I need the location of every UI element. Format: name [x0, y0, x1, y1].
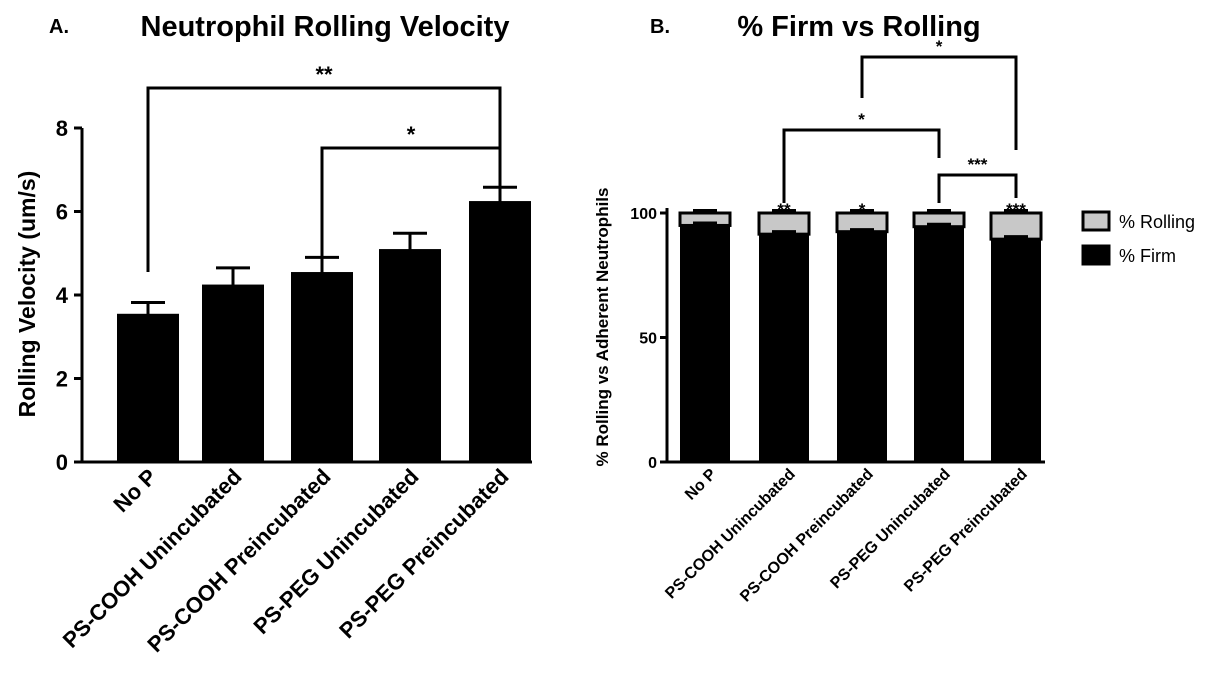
panel-a-significance: *** [146, 62, 502, 410]
x-tick-label: PS-COOH Unincubated [58, 464, 247, 653]
significance-bracket [937, 173, 1018, 203]
panel-b-significance: ***** [782, 37, 1018, 203]
panel-a: A. Neutrophil Rolling Velocity Rolling V… [14, 11, 532, 657]
legend-label: % Firm [1119, 246, 1176, 266]
legend-swatch [1081, 244, 1111, 266]
significance-label: *** [968, 155, 988, 174]
bar-firm [991, 239, 1041, 462]
significance-bracket [320, 146, 502, 410]
legend-swatch [1081, 210, 1111, 232]
y-tick-label: 100 [630, 206, 657, 223]
y-tick-label: 0 [56, 450, 68, 475]
y-tick-label: 4 [56, 283, 69, 308]
y-tick-label: 50 [639, 331, 657, 348]
x-tick-label: PS-COOH Preincubated [737, 466, 877, 606]
panel-b-label: B. [650, 16, 670, 38]
x-tick-label: No P [108, 464, 161, 517]
significance-bracket [860, 55, 1018, 150]
panel-a-bars [117, 185, 531, 462]
bar-firm [680, 225, 730, 462]
bar [202, 284, 264, 462]
y-tick-label: 0 [648, 455, 657, 472]
x-tick-label: PS-PEG Unincubated [249, 464, 424, 639]
x-tick-label: PS-COOH Preincubated [142, 464, 335, 657]
x-tick-label: No P [682, 466, 720, 504]
bar-significance-label: * [859, 200, 866, 219]
x-tick-label: PS-COOH Unincubated [662, 466, 798, 602]
x-tick-label: PS-PEG Preincubated [901, 466, 1031, 596]
panel-b-bars: ** * *** [678, 200, 1043, 462]
panel-a-ylabel: Rolling Velocity (um/s) [14, 171, 40, 418]
bar-significance-label: *** [1006, 200, 1026, 219]
panel-b: B. % Firm vs Rolling % Rolling vs Adhere… [593, 11, 1195, 605]
bar-firm [759, 234, 809, 462]
significance-label: ** [315, 62, 333, 87]
panel-a-title: Neutrophil Rolling Velocity [141, 11, 510, 43]
significance-label: * [407, 122, 416, 147]
significance-label: * [936, 37, 943, 56]
legend-label: % Rolling [1119, 212, 1195, 232]
panel-b-legend: % Rolling % Firm [1081, 210, 1195, 266]
y-tick-label: 6 [56, 200, 68, 225]
y-tick-label: 8 [56, 116, 68, 141]
panel-b-ylabel: % Rolling vs Adherent Neutrophils [593, 188, 612, 467]
significance-bracket [782, 128, 941, 203]
bar [117, 313, 179, 462]
bar [379, 249, 441, 462]
bar-significance-label: ** [777, 200, 791, 219]
significance-label: * [858, 110, 865, 129]
bar-firm [914, 226, 964, 462]
y-tick-label: 2 [56, 367, 68, 392]
panel-a-label: A. [49, 16, 69, 38]
x-tick-label: PS-PEG Preincubated [334, 464, 513, 643]
bar-firm [837, 231, 887, 462]
panel-b-title: % Firm vs Rolling [737, 11, 980, 43]
